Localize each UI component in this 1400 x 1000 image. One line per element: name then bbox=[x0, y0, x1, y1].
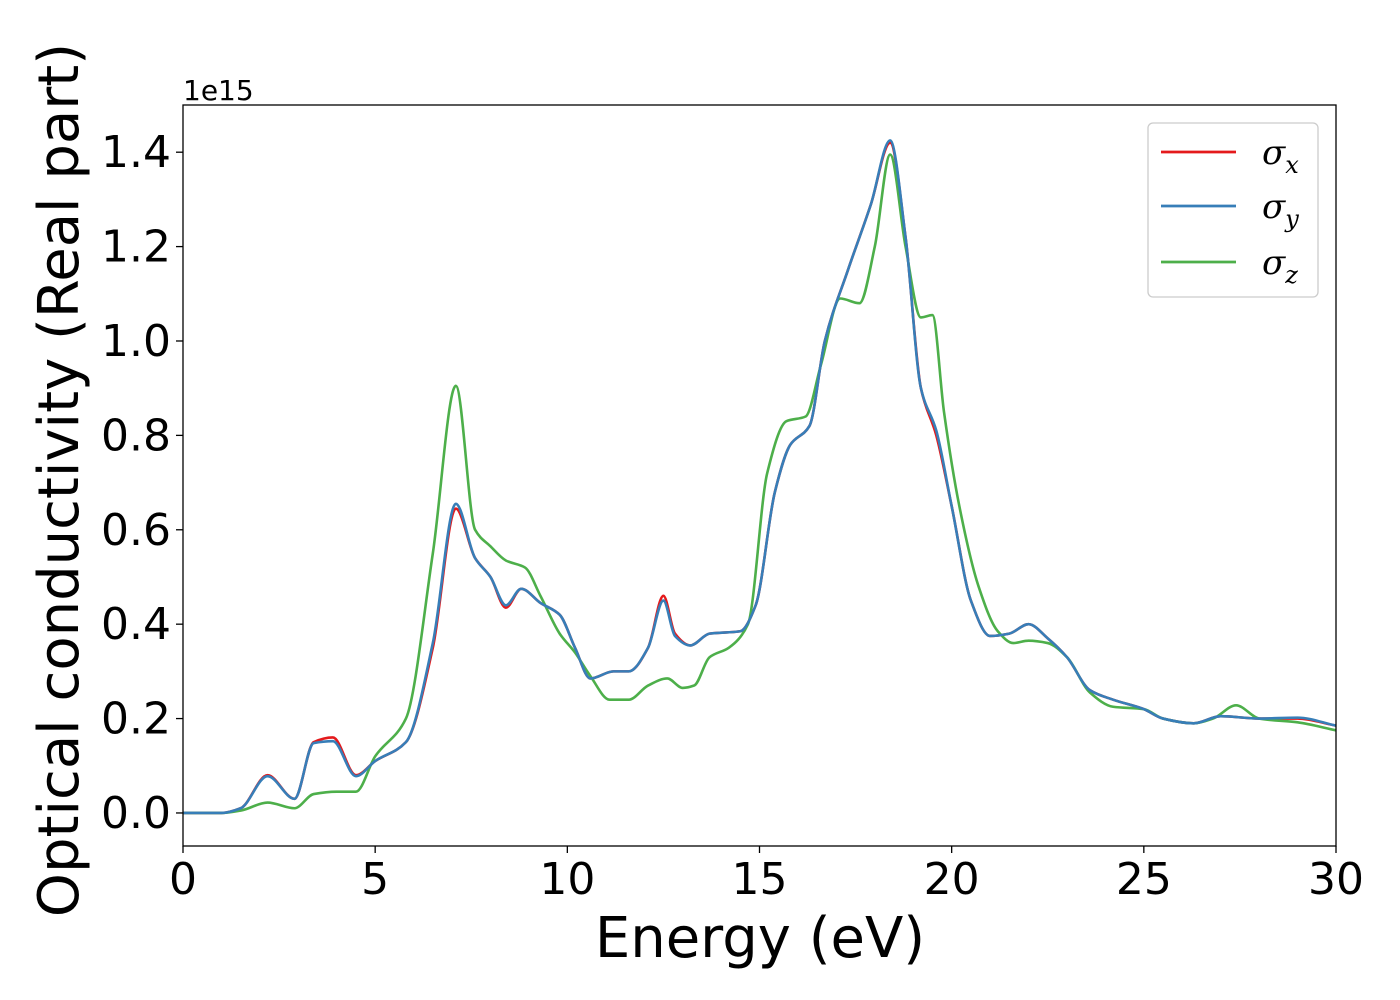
y-tick-label: 0.6 bbox=[101, 505, 171, 556]
y-tick-label: 1.2 bbox=[101, 222, 171, 273]
legend-label-x: σx bbox=[1262, 133, 1299, 179]
y-tick-label: 1.0 bbox=[101, 316, 171, 367]
x-tick-label: 20 bbox=[924, 854, 980, 905]
y-tick-label: 0.4 bbox=[101, 599, 171, 650]
series-layer bbox=[183, 139, 1336, 815]
x-tick-label: 30 bbox=[1308, 854, 1364, 905]
legend-label-z: σz bbox=[1262, 243, 1298, 289]
x-tick-label: 10 bbox=[539, 854, 595, 905]
y-axis-title: Optical conductivity (Real part) bbox=[27, 43, 92, 917]
series-line-y bbox=[183, 139, 1336, 815]
x-tick-label: 15 bbox=[732, 854, 788, 905]
y-tick-label: 0.8 bbox=[101, 410, 171, 461]
y-offset-text: 1e15 bbox=[183, 74, 254, 107]
axes-layer: 0 5 10 15 20 25 30 0.0 0.2 0.4 0.6 0.8 1.0 1.2 1.4 bbox=[101, 104, 1364, 905]
legend-box bbox=[1147, 122, 1319, 298]
x-tick-label: 25 bbox=[1116, 854, 1172, 905]
y-tick-label: 0.0 bbox=[101, 788, 171, 839]
y-tick-label: 0.2 bbox=[101, 694, 171, 745]
plot-area bbox=[183, 105, 1336, 846]
legend-label-y: σy bbox=[1262, 187, 1299, 233]
x-tick-label: 0 bbox=[169, 854, 197, 905]
x-axis-title: Energy (eV) bbox=[595, 906, 925, 971]
y-tick-label: 1.4 bbox=[101, 127, 171, 178]
x-tick-label: 5 bbox=[361, 854, 389, 905]
plot-background bbox=[183, 105, 1336, 846]
legend: σx σy σz bbox=[1147, 122, 1319, 298]
